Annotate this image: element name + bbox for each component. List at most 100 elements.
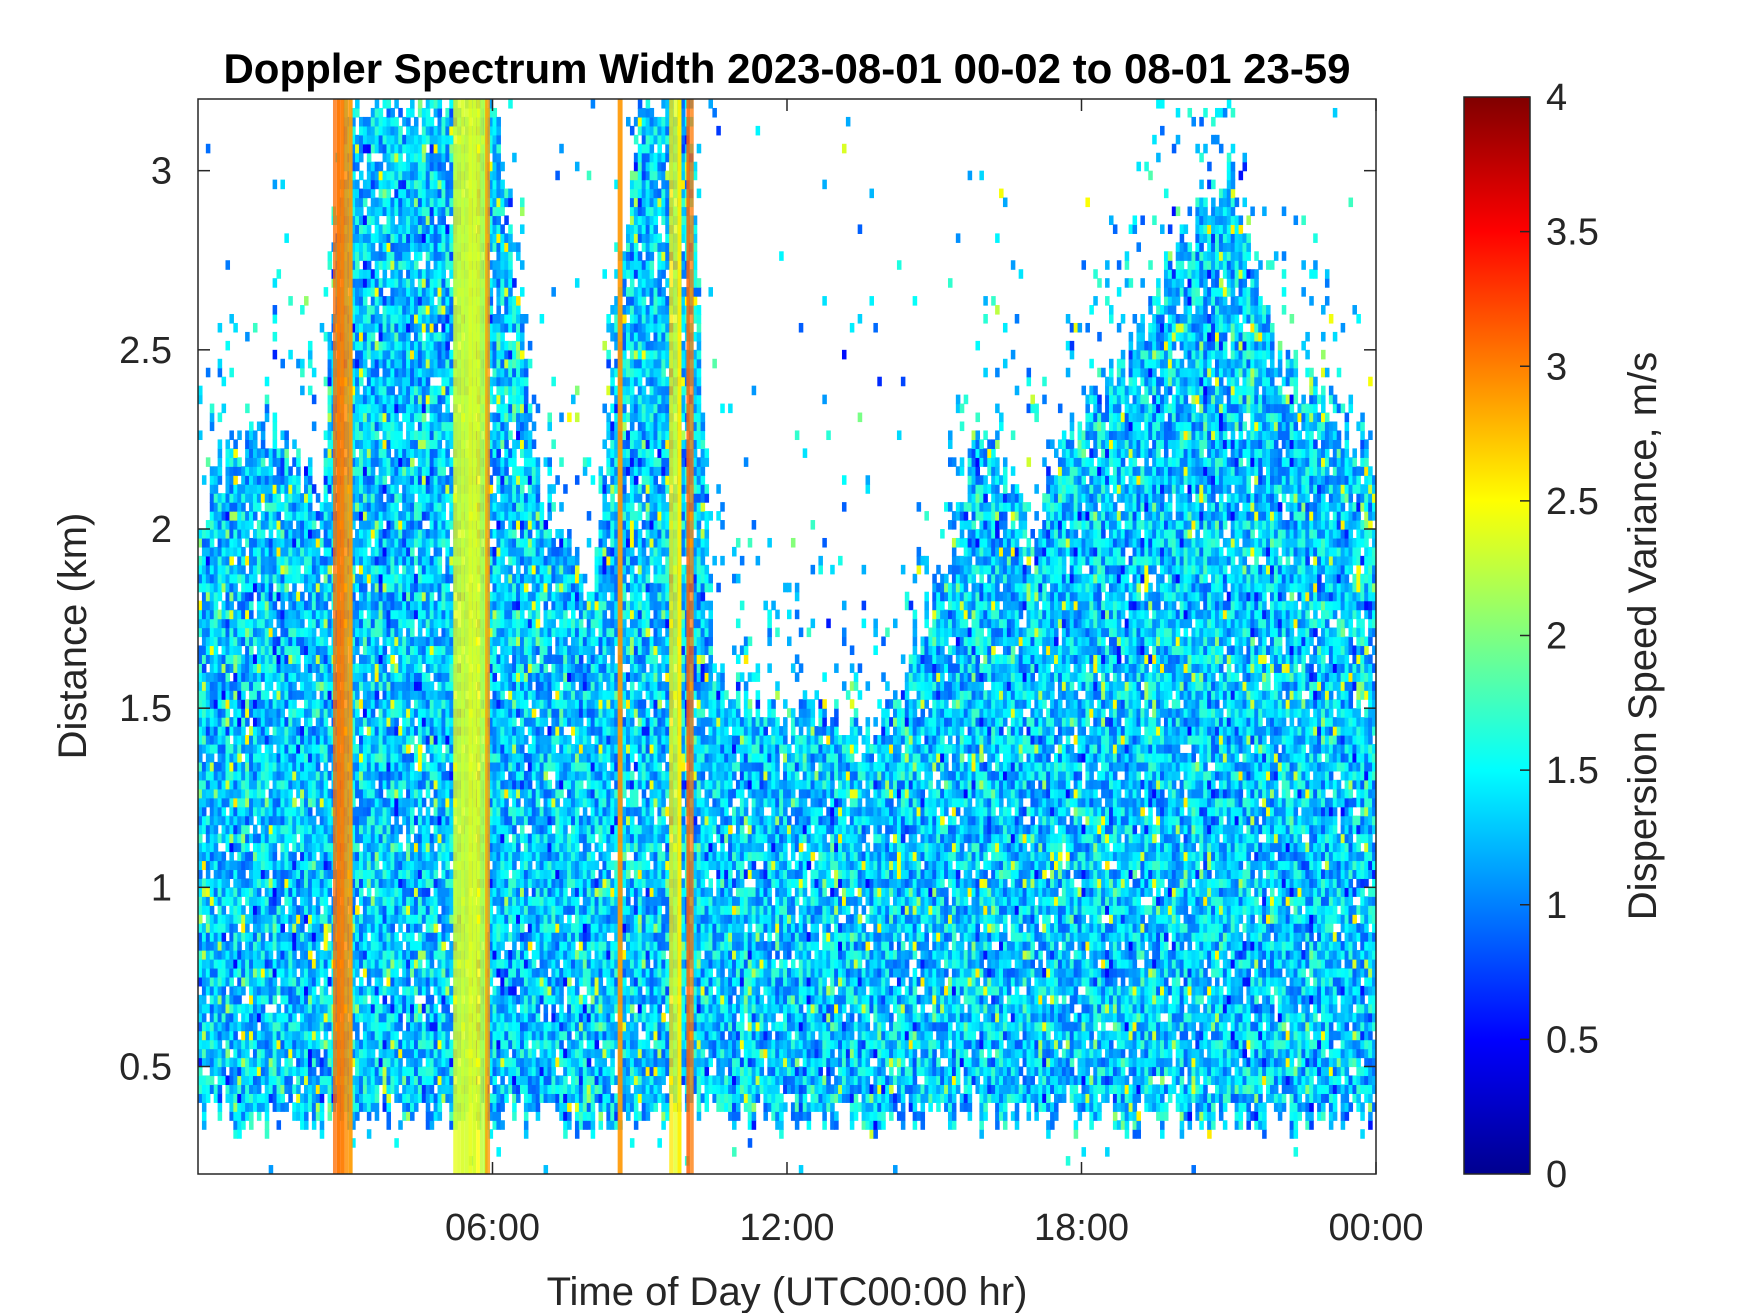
heatmap-cell (277, 950, 282, 960)
heatmap-cell (371, 180, 376, 190)
heatmap-cell (386, 932, 391, 942)
heatmap-cell (410, 1004, 415, 1014)
heatmap-cell (390, 654, 395, 664)
heatmap-cell (363, 681, 368, 691)
heatmap-cell (245, 887, 250, 897)
heatmap-cell (284, 852, 289, 862)
heatmap-cell (296, 807, 301, 817)
heatmap-cell (265, 968, 270, 978)
heatmap-cell (394, 556, 399, 566)
heatmap-cell (312, 520, 317, 530)
heatmap-cell (214, 780, 219, 790)
heatmap-cell (257, 690, 262, 700)
heatmap-cell (308, 789, 313, 799)
heatmap-cell (363, 251, 368, 261)
heatmap-cell (383, 663, 388, 673)
heatmap-cell (359, 484, 364, 494)
heatmap-cell (202, 905, 207, 915)
heatmap-cell (245, 941, 250, 951)
heatmap-cell (375, 117, 380, 127)
heatmap-cell (253, 1084, 258, 1094)
heatmap-cell (241, 807, 246, 817)
heatmap-cell (273, 305, 278, 315)
heatmap-cell (222, 1031, 227, 1041)
heatmap-cell (222, 1058, 227, 1068)
heatmap-cell (386, 1102, 391, 1112)
heatmap-cell (210, 592, 215, 602)
heatmap-cell (328, 771, 333, 781)
heatmap-cell (379, 287, 384, 297)
heatmap-cell (422, 914, 427, 924)
heatmap-cell (390, 260, 395, 270)
heatmap-cell (296, 592, 301, 602)
heatmap-cell (257, 968, 262, 978)
heatmap-cell (414, 386, 419, 396)
heatmap-cell (418, 502, 423, 512)
heatmap-cell (430, 852, 435, 862)
heatmap-cell (371, 144, 376, 154)
heatmap-cell (422, 735, 427, 745)
heatmap-cell (218, 1031, 223, 1041)
heatmap-cell (410, 511, 415, 521)
heatmap-cell (379, 923, 384, 933)
heatmap-cell (418, 672, 423, 682)
heatmap-cell (375, 439, 380, 449)
heatmap-cell (257, 753, 262, 763)
heatmap-cell (371, 905, 376, 915)
heatmap-cell (202, 887, 207, 897)
heatmap-cell (210, 807, 215, 817)
heatmap-cell (300, 386, 305, 396)
heatmap-cell (402, 413, 407, 423)
heatmap-cell (225, 619, 230, 629)
heatmap-cell (379, 816, 384, 826)
heatmap-cell (355, 359, 360, 369)
heatmap-cell (375, 180, 380, 190)
heatmap-cell (218, 905, 223, 915)
heatmap-cell (273, 350, 278, 360)
heatmap-cell (410, 502, 415, 512)
heatmap-cell (273, 484, 278, 494)
heatmap-cell (386, 1075, 391, 1085)
heatmap-cell (402, 439, 407, 449)
heatmap-cell (410, 233, 415, 243)
heatmap-cell (320, 1067, 325, 1077)
heatmap-cell (245, 753, 250, 763)
heatmap-cell (320, 583, 325, 593)
heatmap-cell (390, 825, 395, 835)
heatmap-cell (265, 977, 270, 987)
heatmap-cell (284, 448, 289, 458)
heatmap-cell (300, 601, 305, 611)
heatmap-cell (426, 771, 431, 781)
heatmap-cell (359, 735, 364, 745)
heatmap-cell (265, 986, 270, 996)
heatmap-cell (206, 144, 211, 154)
heatmap-cell (328, 368, 333, 378)
heatmap-cell (320, 1004, 325, 1014)
heatmap-cell (355, 386, 360, 396)
heatmap-cell (292, 753, 297, 763)
heatmap-cell (225, 341, 230, 351)
heatmap-cell (296, 1067, 301, 1077)
heatmap-cell (355, 1013, 360, 1023)
heatmap-cell (363, 717, 368, 727)
heatmap-cell (288, 466, 293, 476)
heatmap-cell (402, 932, 407, 942)
heatmap-cell (422, 377, 427, 387)
heatmap-cell (206, 672, 211, 682)
heatmap-cell (308, 977, 313, 987)
heatmap-cell (375, 395, 380, 405)
heatmap-cell (225, 466, 230, 476)
heatmap-cell (261, 583, 266, 593)
heatmap-cell (375, 959, 380, 969)
heatmap-cell (398, 520, 403, 530)
heatmap-cell (355, 1031, 360, 1041)
heatmap-cell (410, 171, 415, 181)
heatmap-cell (418, 207, 423, 217)
heatmap-cell (324, 511, 329, 521)
heatmap-cell (257, 995, 262, 1005)
heatmap-cell (229, 959, 234, 969)
heatmap-cell (292, 735, 297, 745)
heatmap-cell (379, 296, 384, 306)
heatmap-cell (355, 314, 360, 324)
heatmap-cell (398, 941, 403, 951)
